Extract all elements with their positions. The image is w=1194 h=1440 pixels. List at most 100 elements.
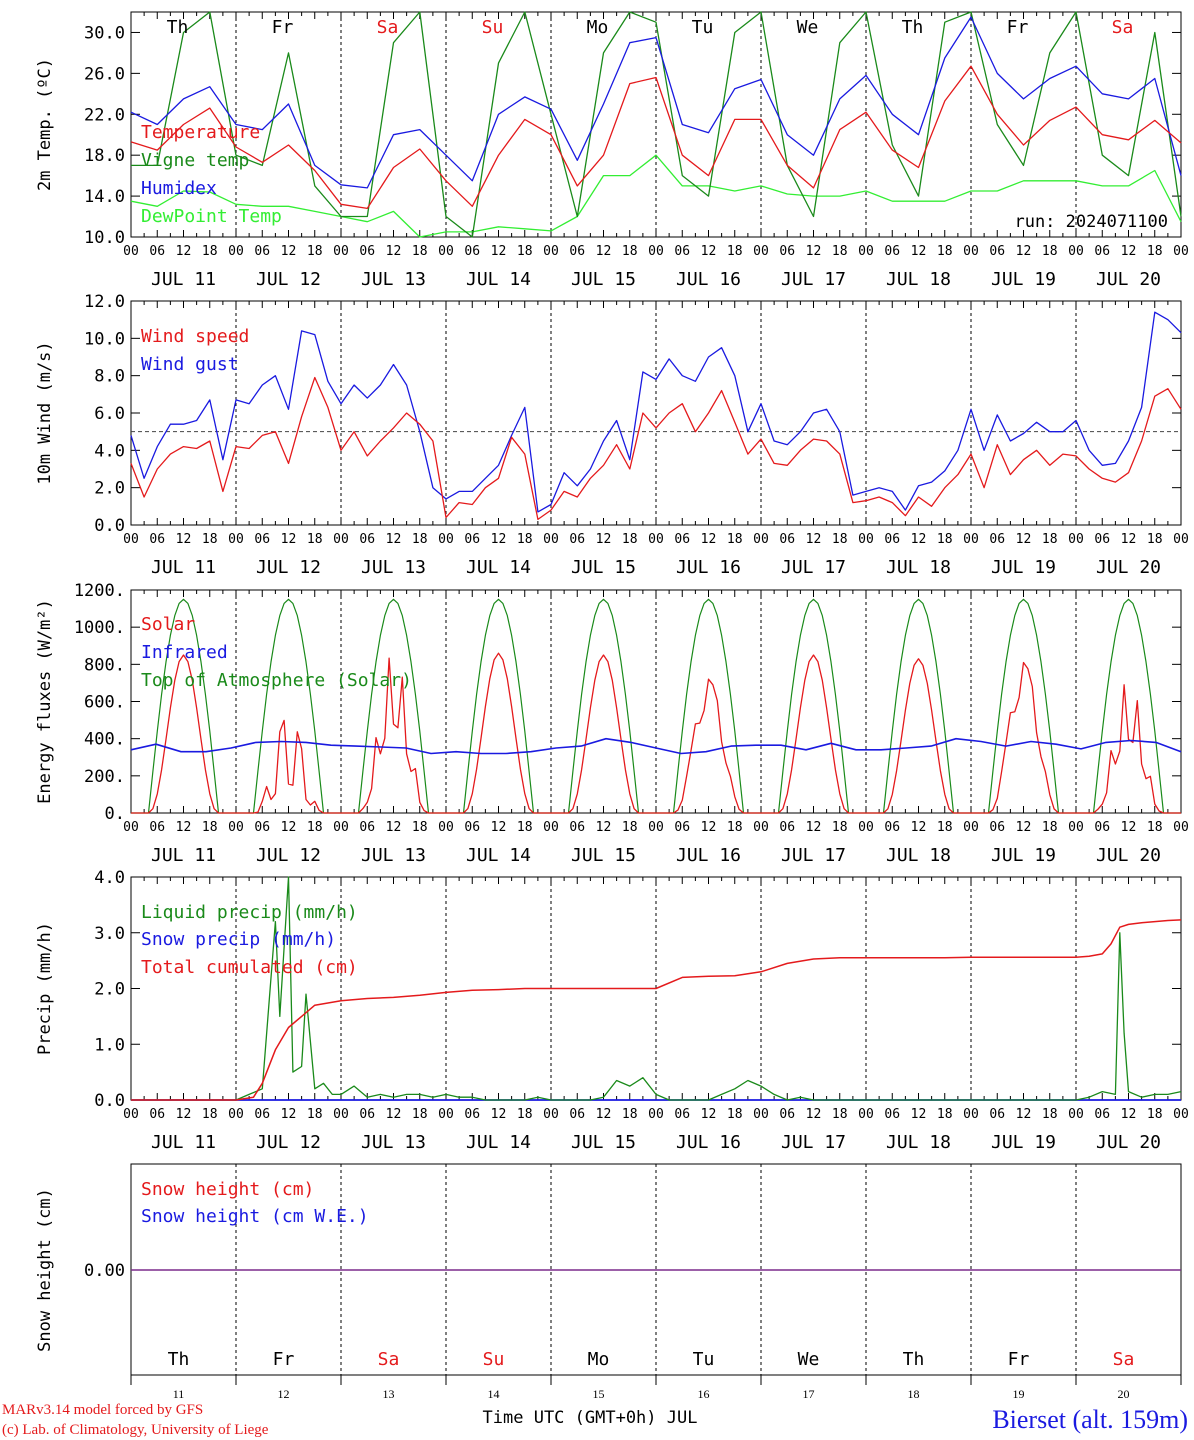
precip-hour-tick-label: 12 bbox=[176, 1107, 192, 1122]
energy-hour-tick-label: 18 bbox=[937, 820, 953, 835]
precip-y-tick-label: 2.0 bbox=[94, 980, 125, 1000]
energy-date-label: JUL 13 bbox=[361, 845, 426, 866]
precip-date-label: JUL 12 bbox=[256, 1132, 321, 1153]
temp-hour-tick-label: 18 bbox=[202, 244, 218, 259]
energy-legend-entry: Infrared bbox=[141, 642, 228, 663]
energy-hour-tick-label: 12 bbox=[701, 820, 717, 835]
energy-hour-tick-label: 18 bbox=[1042, 820, 1058, 835]
energy-y-tick-label: 600. bbox=[84, 693, 125, 713]
snow-day-number: 13 bbox=[383, 1387, 395, 1401]
wind-hour-tick-label: 12 bbox=[1016, 532, 1032, 547]
precip-hour-tick-label: 12 bbox=[1121, 1107, 1137, 1122]
wind-hour-tick-label: 06 bbox=[674, 532, 690, 547]
temp-weekday-label: Sa bbox=[377, 17, 399, 38]
energy-hour-tick-label: 18 bbox=[202, 820, 218, 835]
snow-weekday-label: Sa bbox=[1113, 1349, 1135, 1370]
snow-y-axis-label: Snow height (cm) bbox=[35, 1188, 55, 1352]
wind-hour-tick-label: 12 bbox=[911, 532, 927, 547]
precip-hour-tick-label: 12 bbox=[1016, 1107, 1032, 1122]
energy-hour-tick-label: 00 bbox=[123, 820, 139, 835]
energy-date-label: JUL 11 bbox=[151, 845, 216, 866]
wind-hour-tick-label: 12 bbox=[806, 532, 822, 547]
energy-panel: 0. 200. 400. 600. 800. 1000. 1200. Energy fluxe… bbox=[35, 581, 1189, 866]
wind-hour-tick-label: 06 bbox=[464, 532, 480, 547]
temp-hour-tick-label: 00 bbox=[123, 244, 139, 259]
energy-infrared-line bbox=[130, 737, 1182, 755]
snow-weekday-label: Fr bbox=[1008, 1349, 1030, 1370]
temp-hour-tick-label: 12 bbox=[1121, 244, 1137, 259]
model-credit: MARv3.14 model forced by GFS bbox=[2, 1402, 203, 1418]
wind-hour-tick-label: 12 bbox=[491, 532, 507, 547]
temp-hour-tick-label: 00 bbox=[648, 244, 664, 259]
temp-hour-tick-label: 18 bbox=[307, 244, 323, 259]
precip-panel: 0.0 1.0 2.0 3.0 4.0 Precip (mm/h) Liquid preci… bbox=[35, 868, 1189, 1153]
energy-hour-tick-label: 12 bbox=[491, 820, 507, 835]
energy-solar-line bbox=[131, 652, 1181, 814]
temp-date-label: JUL 11 bbox=[151, 269, 216, 290]
temp-weekday-label: Th bbox=[167, 17, 189, 38]
precip-hour-tick-label: 00 bbox=[858, 1107, 874, 1122]
precip-y-axis-label: Precip (mm/h) bbox=[35, 922, 55, 1055]
snow-weekday-label: Th bbox=[903, 1349, 925, 1370]
wind-y-tick-label: 10.0 bbox=[84, 329, 125, 349]
snow-day-number: 17 bbox=[803, 1387, 815, 1401]
wind-date-label: JUL 13 bbox=[361, 557, 426, 578]
wind-date-label: JUL 14 bbox=[466, 557, 531, 578]
snow-legend-entry: Snow height (cm W.E.) bbox=[141, 1206, 369, 1227]
precip-hour-tick-label: 06 bbox=[149, 1107, 165, 1122]
energy-legend-entry: Solar bbox=[141, 614, 195, 635]
wind-hour-tick-label: 12 bbox=[386, 532, 402, 547]
precip-hour-tick-label: 18 bbox=[1042, 1107, 1058, 1122]
energy-y-axis-label: Energy fluxes (W/m²) bbox=[35, 599, 55, 804]
wind-date-label: JUL 12 bbox=[256, 557, 321, 578]
temp-date-label: JUL 14 bbox=[466, 269, 531, 290]
energy-hour-tick-label: 00 bbox=[753, 820, 769, 835]
temp-legend-entry: DewPoint Temp bbox=[141, 206, 282, 227]
energy-hour-tick-label: 00 bbox=[648, 820, 664, 835]
temp-hour-tick-label: 12 bbox=[386, 244, 402, 259]
snow-weekday-label: Sa bbox=[378, 1349, 400, 1370]
temp-series-2 bbox=[130, 16, 1182, 189]
temp-hour-tick-label: 06 bbox=[254, 244, 270, 259]
wind-hour-tick-label: 18 bbox=[517, 532, 533, 547]
wind-hour-tick-label: 00 bbox=[963, 532, 979, 547]
temp-weekday-label: Fr bbox=[272, 17, 294, 38]
wind-hour-tick-label: 00 bbox=[753, 532, 769, 547]
snow-weekday-label: We bbox=[798, 1349, 820, 1370]
energy-date-label: JUL 14 bbox=[466, 845, 531, 866]
temp-hour-tick-label: 00 bbox=[963, 244, 979, 259]
energy-date-label: JUL 19 bbox=[991, 845, 1056, 866]
temp-series-3 bbox=[130, 154, 1182, 238]
energy-hour-tick-label: 06 bbox=[254, 820, 270, 835]
precip-date-label: JUL 18 bbox=[886, 1132, 951, 1153]
temp-hour-tick-label: 12 bbox=[176, 244, 192, 259]
wind-hour-tick-label: 18 bbox=[1042, 532, 1058, 547]
wind-y-tick-label: 4.0 bbox=[94, 441, 125, 461]
precip-hour-tick-label: 06 bbox=[674, 1107, 690, 1122]
energy-hour-tick-label: 06 bbox=[1094, 820, 1110, 835]
wind-hour-tick-label: 00 bbox=[1173, 532, 1189, 547]
precip-hour-tick-label: 18 bbox=[622, 1107, 638, 1122]
precip-hour-tick-label: 00 bbox=[1068, 1107, 1084, 1122]
energy-date-label: JUL 12 bbox=[256, 845, 321, 866]
x-axis-title: Time UTC (GMT+0h) JUL bbox=[483, 1408, 698, 1428]
energy-hour-tick-label: 12 bbox=[806, 820, 822, 835]
temp-hour-tick-label: 00 bbox=[858, 244, 874, 259]
copyright-credit: (c) Lab. of Climatology, University of L… bbox=[2, 1422, 269, 1438]
energy-hour-tick-label: 12 bbox=[281, 820, 297, 835]
energy-hour-tick-label: 00 bbox=[1068, 820, 1084, 835]
temp-hour-tick-label: 06 bbox=[779, 244, 795, 259]
snow-weekday-label: Th bbox=[168, 1349, 190, 1370]
temp-hour-tick-label: 06 bbox=[149, 244, 165, 259]
snow-day-number: 15 bbox=[593, 1387, 605, 1401]
precip-hour-tick-label: 00 bbox=[438, 1107, 454, 1122]
temp-hour-tick-label: 06 bbox=[359, 244, 375, 259]
precip-hour-tick-label: 18 bbox=[832, 1107, 848, 1122]
precip-date-label: JUL 17 bbox=[781, 1132, 846, 1153]
wind-hour-tick-label: 06 bbox=[569, 532, 585, 547]
temp-hour-tick-label: 18 bbox=[1042, 244, 1058, 259]
temp-hour-tick-label: 00 bbox=[1173, 244, 1189, 259]
energy-hour-tick-label: 00 bbox=[963, 820, 979, 835]
energy-hour-tick-label: 06 bbox=[464, 820, 480, 835]
temp-y-tick-label: 10.0 bbox=[84, 228, 125, 248]
